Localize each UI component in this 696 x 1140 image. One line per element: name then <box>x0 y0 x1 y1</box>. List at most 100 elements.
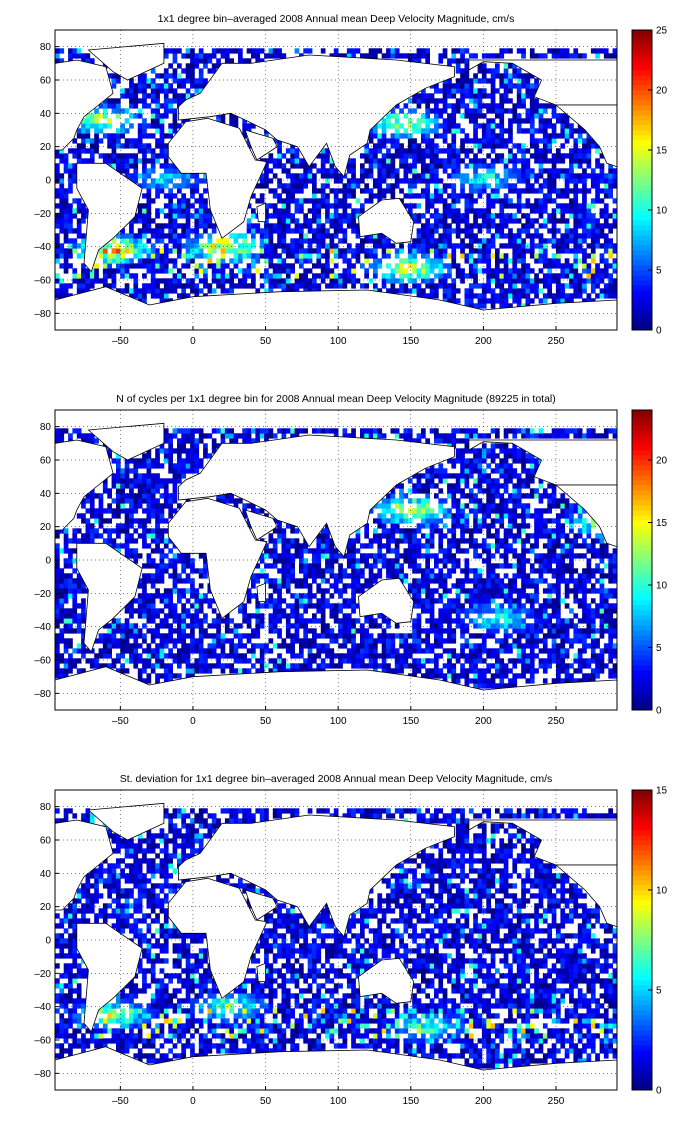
data-cell <box>529 233 535 239</box>
data-cell <box>129 643 134 649</box>
data-cell <box>534 173 539 179</box>
data-cell <box>224 263 230 269</box>
data-cell <box>355 663 361 669</box>
data-cell <box>142 223 147 229</box>
data-cell <box>316 653 322 659</box>
data-cell <box>177 598 182 604</box>
data-cell <box>373 238 378 244</box>
data-cell <box>177 428 182 434</box>
data-cell <box>582 253 587 259</box>
data-cell <box>612 48 618 54</box>
data-cell <box>599 198 605 204</box>
data-cell <box>150 253 156 259</box>
data-cell <box>211 653 217 659</box>
data-cell <box>468 163 474 169</box>
data-cell <box>98 518 104 524</box>
data-cell <box>303 573 308 579</box>
data-cell <box>525 298 531 304</box>
data-cell <box>599 228 605 234</box>
data-cell <box>146 513 152 519</box>
data-cell <box>163 668 169 674</box>
data-cell <box>590 273 596 279</box>
data-cell <box>381 163 387 169</box>
data-cell <box>525 148 531 154</box>
data-cell <box>325 568 330 574</box>
data-cell <box>242 608 247 614</box>
data-cell <box>368 153 374 159</box>
data-cell <box>142 128 147 134</box>
data-cell <box>464 193 470 199</box>
data-cell <box>285 623 291 629</box>
data-cell <box>338 218 343 224</box>
data-cell <box>299 578 304 584</box>
data-cell <box>608 213 613 219</box>
data-cell <box>307 238 313 244</box>
data-cell <box>355 528 361 534</box>
data-cell <box>586 243 592 249</box>
data-cell <box>55 288 60 294</box>
data-cell <box>55 438 60 444</box>
data-cell <box>416 273 422 279</box>
data-cell <box>425 163 430 169</box>
data-cell <box>377 288 383 294</box>
data-cell <box>486 268 491 274</box>
data-cell <box>68 623 73 629</box>
data-cell <box>438 223 444 229</box>
data-cell <box>325 213 330 219</box>
data-cell <box>303 543 308 549</box>
data-cell <box>573 188 579 194</box>
data-cell <box>381 173 387 179</box>
data-cell <box>294 593 300 599</box>
data-cell <box>150 163 156 169</box>
data-cell <box>338 223 343 229</box>
data-cell <box>185 178 191 184</box>
data-cell <box>168 283 173 289</box>
data-cell <box>94 128 99 134</box>
data-cell <box>76 143 82 149</box>
data-cell <box>355 568 361 574</box>
data-cell <box>264 178 269 184</box>
data-cell <box>556 133 561 139</box>
data-cell <box>168 638 173 644</box>
data-cell <box>529 93 535 99</box>
data-cell <box>421 273 426 279</box>
data-cell <box>72 198 78 204</box>
data-cell <box>190 243 195 249</box>
data-cell <box>499 298 505 304</box>
data-cell <box>81 598 86 604</box>
data-cell <box>477 138 483 144</box>
data-cell <box>468 268 474 274</box>
data-cell <box>124 273 130 279</box>
data-cell <box>355 278 361 284</box>
data-cell <box>290 288 295 294</box>
data-cell <box>390 53 396 59</box>
data-cell <box>438 263 444 269</box>
data-cell <box>351 253 356 259</box>
data-cell <box>190 583 195 589</box>
data-cell <box>281 198 287 204</box>
data-cell <box>373 178 378 184</box>
data-cell <box>464 133 470 139</box>
data-cell <box>499 108 505 114</box>
data-cell <box>146 213 152 219</box>
data-cell <box>194 263 200 269</box>
data-cell <box>460 83 465 89</box>
data-cell <box>377 183 383 189</box>
data-cell <box>325 623 330 629</box>
data-cell <box>551 278 557 284</box>
data-cell <box>124 608 130 614</box>
data-cell <box>172 583 178 589</box>
data-cell <box>142 83 147 89</box>
data-cell <box>203 283 208 289</box>
data-cell <box>290 268 295 274</box>
data-cell <box>150 558 156 564</box>
data-cell <box>307 168 313 174</box>
data-cell <box>142 98 147 104</box>
data-cell <box>508 148 513 154</box>
data-cell <box>198 433 204 439</box>
data-cell <box>573 193 579 199</box>
data-cell <box>460 113 465 119</box>
data-cell <box>338 593 343 599</box>
data-cell <box>425 153 430 159</box>
data-cell <box>285 283 291 289</box>
